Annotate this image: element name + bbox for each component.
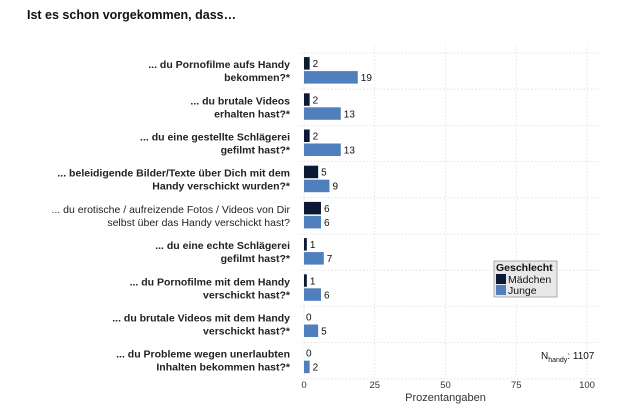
- bar-mädchen: [304, 274, 307, 287]
- data-label: 2: [313, 59, 319, 70]
- category-label: ... du eine echte Schlägerei: [155, 240, 290, 252]
- category-label: verschickt hast?*: [203, 326, 291, 338]
- category-label: verschickt hast?*: [203, 289, 291, 301]
- x-tick-label: 75: [511, 380, 522, 391]
- bar-junge: [304, 143, 341, 156]
- legend-label: Junge: [508, 285, 537, 297]
- category-label: erhalten hast?*: [214, 108, 291, 120]
- bar-junge: [304, 360, 310, 374]
- chart-title: Ist es schon vorgekommen, dass…: [27, 8, 237, 22]
- bar-junge: [304, 179, 330, 193]
- bar-junge: [304, 288, 321, 301]
- bar-mädchen: [304, 129, 310, 142]
- data-label: 1: [310, 276, 316, 287]
- legend-swatch-mädchen: [496, 274, 506, 284]
- legend-swatch-junge: [496, 285, 506, 295]
- data-label: 2: [313, 363, 319, 374]
- bar-mädchen: [304, 201, 321, 215]
- category-label: Handy verschickt wurden?*: [152, 181, 291, 193]
- x-tick-label: 0: [301, 380, 306, 391]
- bar-junge: [304, 107, 341, 120]
- bar-junge: [304, 252, 324, 265]
- category-label: bekommen?*: [224, 72, 291, 84]
- sample-size-note: Nhandy: 1107: [541, 351, 595, 364]
- data-label: 0: [306, 313, 312, 324]
- data-label: 1: [310, 240, 316, 251]
- data-label: 9: [332, 182, 338, 193]
- category-label: ... beleidigende Bilder/Texte über Dich …: [57, 168, 290, 180]
- category-label: ... du Pornofilme aufs Handy: [148, 59, 290, 71]
- x-tick-label: 100: [579, 380, 595, 391]
- category-label: gefilmt hast?*: [221, 145, 291, 157]
- category-label: ... du eine gestellte Schlägerei: [140, 132, 290, 144]
- data-label: 2: [313, 132, 319, 143]
- bar-mädchen: [304, 93, 310, 106]
- bar-junge: [304, 324, 319, 337]
- category-label: ... du brutale Videos: [190, 95, 290, 107]
- x-tick-label: 50: [440, 380, 451, 391]
- bar-junge: [304, 215, 321, 229]
- bar-mädchen: [304, 57, 310, 70]
- data-label: 6: [324, 204, 330, 215]
- category-label: ... du erotische / aufreizende Fotos / V…: [51, 204, 290, 216]
- x-axis-label: Prozentangaben: [405, 392, 486, 404]
- bar-mädchen: [304, 165, 319, 179]
- legend-box: [493, 260, 558, 298]
- legend-label: Mädchen: [508, 274, 551, 286]
- category-label: ... du Probleme wegen unerlaubten: [116, 349, 290, 361]
- x-tick-label: 25: [369, 380, 380, 391]
- data-label: 5: [321, 327, 327, 338]
- category-label: Inhalten bekommen hast?*: [156, 362, 291, 374]
- bar-junge: [304, 71, 358, 84]
- bar-mädchen: [304, 238, 307, 251]
- data-label: 6: [324, 290, 330, 301]
- data-label: 5: [321, 168, 327, 179]
- category-label: gefilmt hast?*: [221, 253, 291, 265]
- data-label: 2: [313, 95, 319, 106]
- category-label: ... du brutale Videos mit dem Handy: [112, 313, 290, 325]
- category-label: selbst über das Handy verschickt hast?: [107, 217, 290, 229]
- data-label: 13: [344, 109, 356, 120]
- category-label: ... du Pornofilme mit dem Handy: [130, 276, 291, 288]
- data-label: 0: [306, 349, 312, 360]
- data-label: 6: [324, 218, 330, 229]
- legend-title: Geschlecht: [496, 262, 553, 274]
- data-label: 13: [344, 146, 356, 157]
- data-label: 7: [327, 254, 333, 265]
- data-label: 19: [361, 73, 373, 84]
